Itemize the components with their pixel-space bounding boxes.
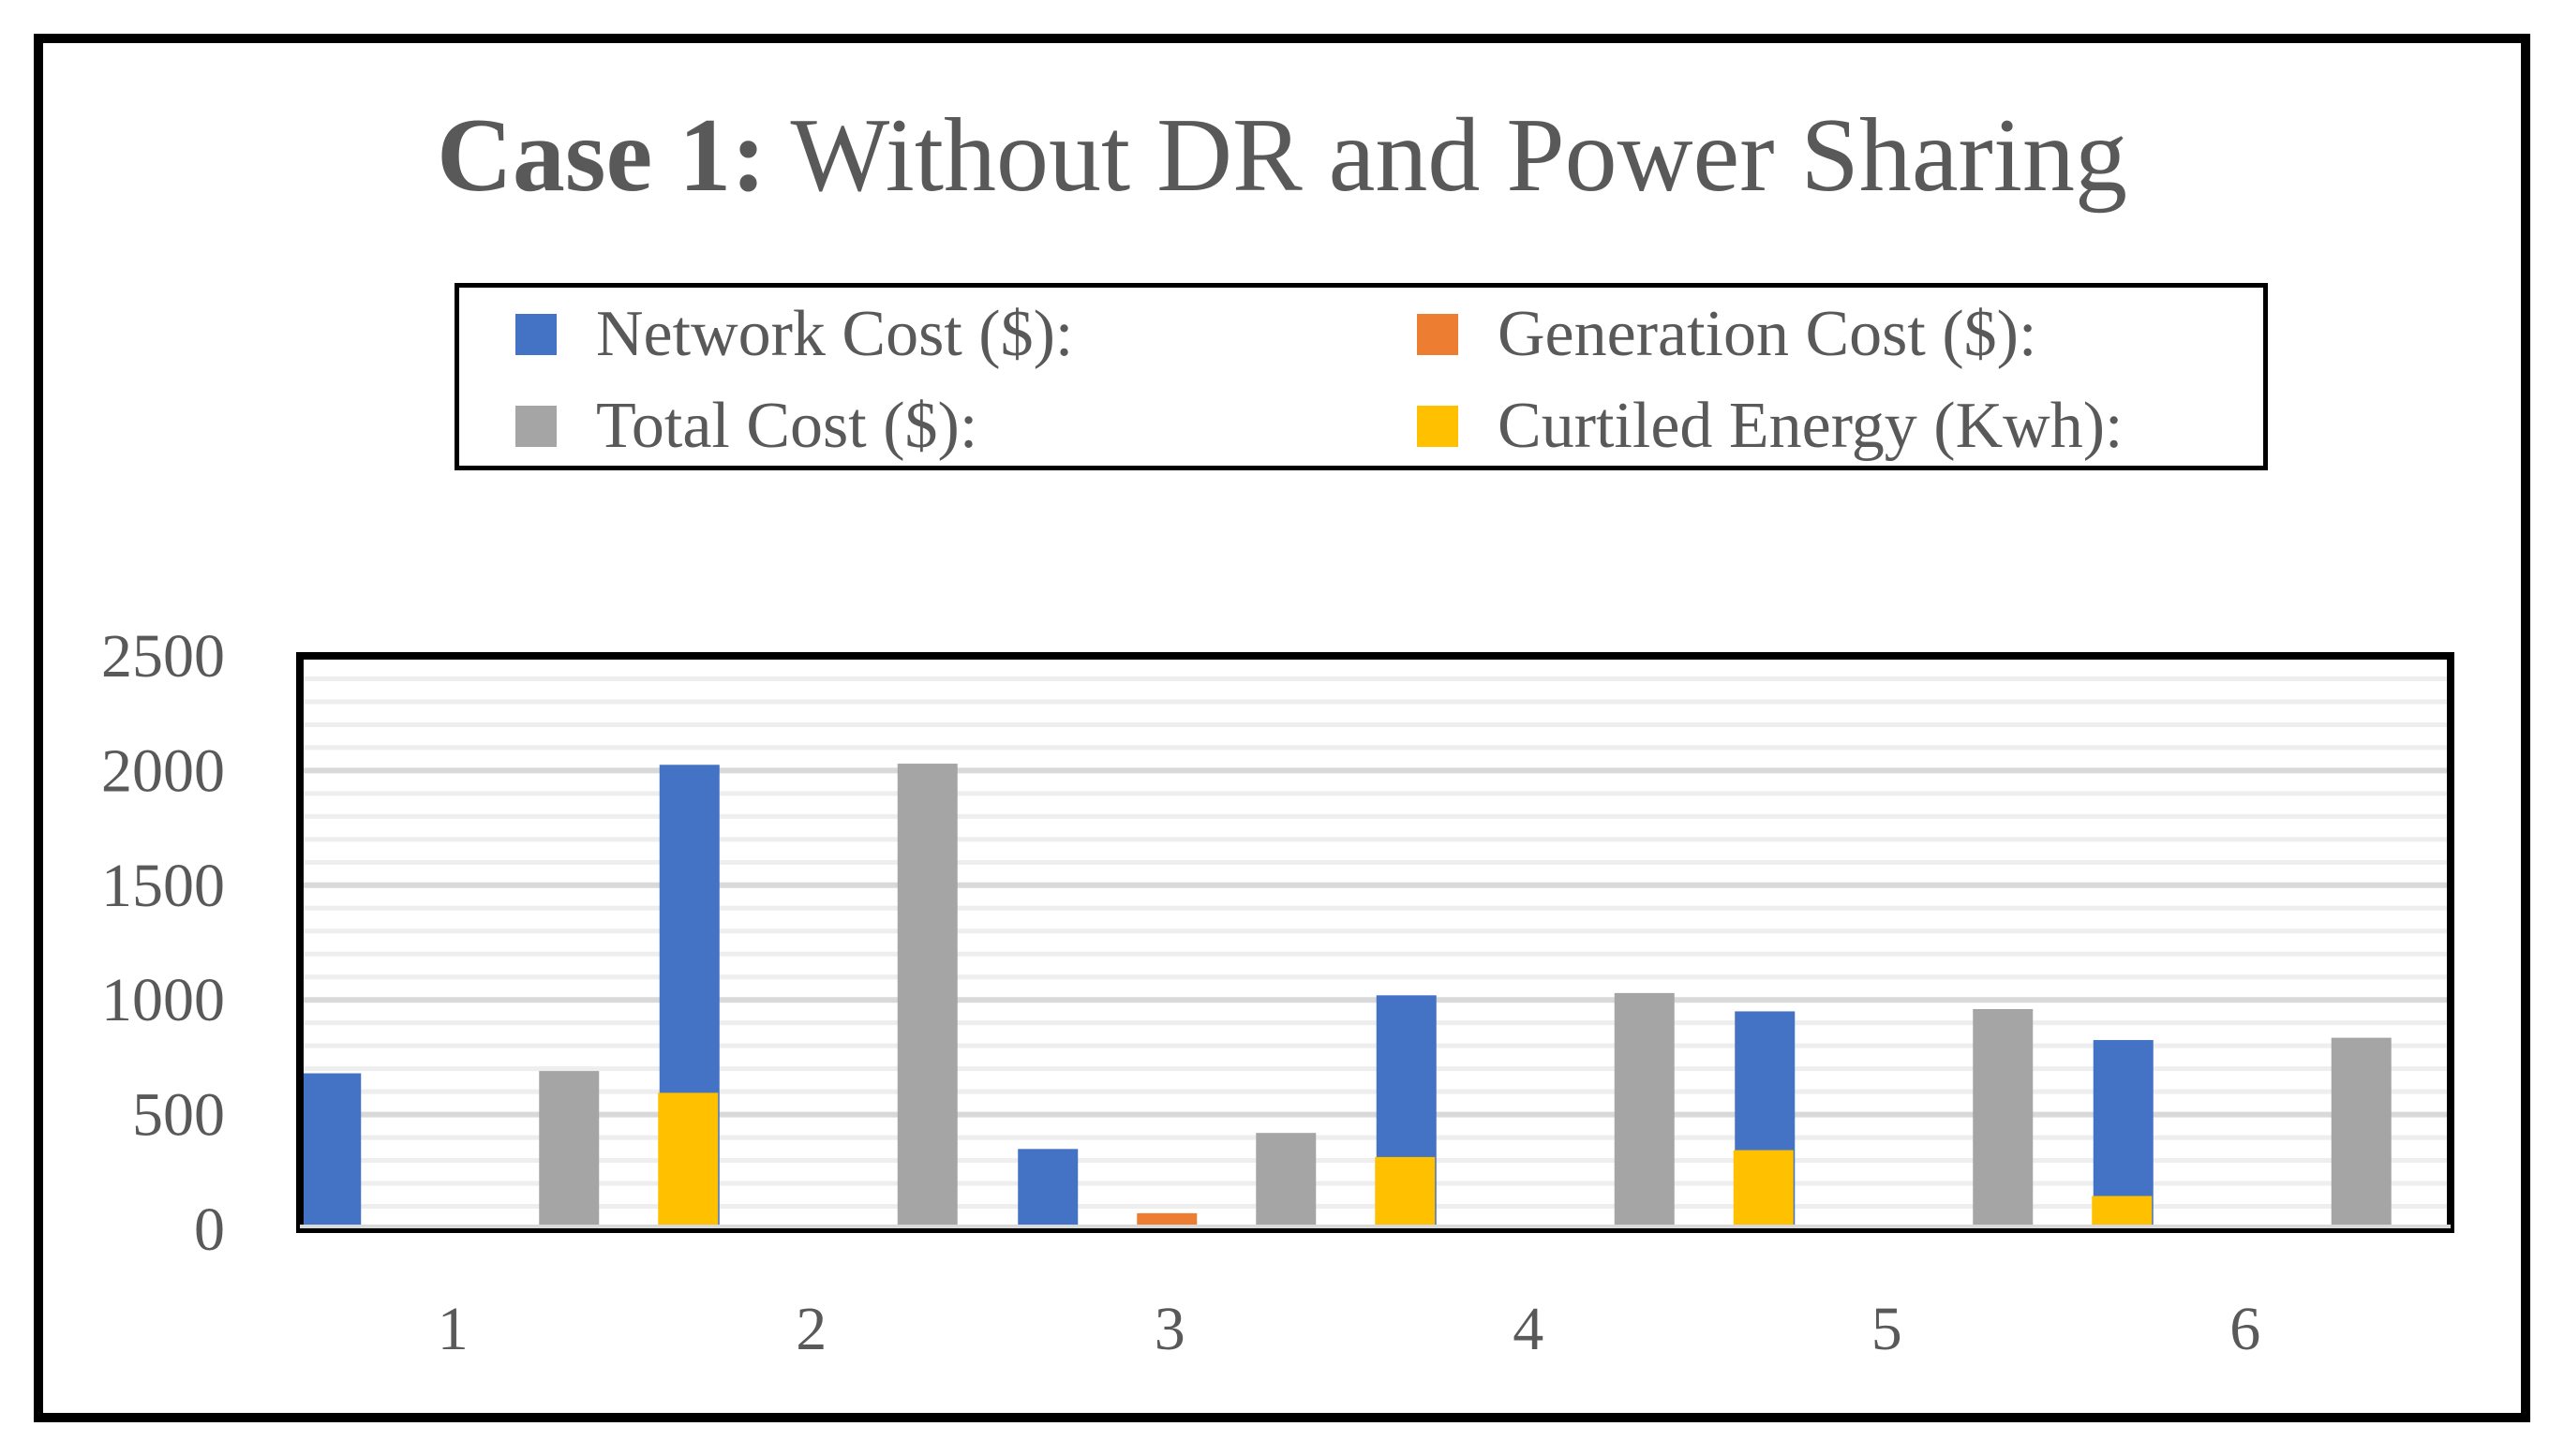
legend-item-network-cost: Network Cost ($): [515,292,1073,377]
y-tick-label: 500 [132,1081,225,1150]
chart-title: Case 1: Without DR and Power Sharing [0,103,2564,208]
bar-total-cost-6 [2331,1037,2392,1229]
bar-total-cost-1 [539,1071,600,1229]
legend: Network Cost ($): Generation Cost ($): T… [455,283,2268,470]
x-tick-label: 3 [1155,1295,1185,1363]
x-tick-label: 2 [796,1295,827,1363]
legend-item-curtiled-energy: Curtiled Energy (Kwh): [1417,384,2123,468]
legend-label-total-cost: Total Cost ($): [596,390,978,462]
bar-curtiled-energy-kwh-3 [1375,1156,1436,1229]
y-tick-label: 1500 [101,852,225,920]
tick-labels: 0 500 1000 1500 2000 2500 1 2 3 4 5 6 [101,622,2260,1363]
x-tick-label: 1 [438,1295,469,1363]
bar-total-cost-3 [1256,1133,1317,1229]
chart-title-bold: Case 1: [437,97,767,214]
legend-swatch-network-cost [515,314,557,355]
bars [301,764,2392,1229]
y-tick-label: 1000 [101,966,225,1034]
bar-total-cost-2 [897,764,958,1229]
bar-curtiled-energy-kwh-5 [2092,1196,2153,1229]
axes [296,652,2454,1233]
legend-swatch-total-cost [515,406,557,447]
y-tick-label: 2000 [101,736,225,805]
y-tick-label: 2500 [101,622,225,691]
x-tick-label: 6 [2229,1295,2260,1363]
legend-item-generation-cost: Generation Cost ($): [1417,292,2036,377]
legend-label-curtiled-energy: Curtiled Energy (Kwh): [1498,390,2124,462]
x-tick-label: 4 [1513,1295,1543,1363]
chart-title-rest: Without DR and Power Sharing [766,97,2127,214]
bar-network-cost-1 [301,1073,362,1229]
plot-area-border [296,652,2454,1233]
bar-curtiled-energy-kwh-1 [658,1092,719,1229]
legend-swatch-generation-cost [1417,314,1458,355]
legend-label-generation-cost: Generation Cost ($): [1498,298,2037,370]
legend-item-total-cost: Total Cost ($): [515,384,977,468]
legend-swatch-curtiled-energy [1417,406,1458,447]
bar-curtiled-energy-kwh-4 [1733,1150,1794,1229]
bar-network-cost-3 [1018,1149,1079,1229]
bar-total-cost-4 [1614,992,1675,1229]
y-tick-label: 0 [194,1196,225,1264]
x-tick-label: 5 [1871,1295,1902,1363]
bar-total-cost-5 [1973,1008,2034,1229]
legend-label-network-cost: Network Cost ($): [596,298,1074,370]
